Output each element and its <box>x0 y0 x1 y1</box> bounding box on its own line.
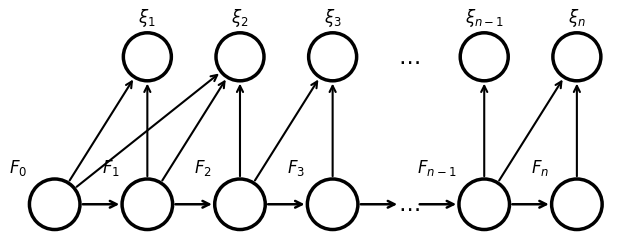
Text: $\xi_2$: $\xi_2$ <box>231 7 249 29</box>
Text: $F_n$: $F_n$ <box>531 157 549 177</box>
Ellipse shape <box>124 34 172 81</box>
Text: $\xi_1$: $\xi_1$ <box>138 7 156 29</box>
Ellipse shape <box>552 179 602 230</box>
Ellipse shape <box>215 179 265 230</box>
Ellipse shape <box>122 179 173 230</box>
Text: $\ldots$: $\ldots$ <box>397 48 419 68</box>
Text: $\xi_n$: $\xi_n$ <box>568 7 586 29</box>
Ellipse shape <box>308 34 356 81</box>
Text: $\xi_{n-1}$: $\xi_{n-1}$ <box>465 7 504 29</box>
Text: $F_1$: $F_1$ <box>102 157 120 177</box>
Ellipse shape <box>459 179 509 230</box>
Text: $\xi_3$: $\xi_3$ <box>324 7 342 29</box>
Text: $\ldots$: $\ldots$ <box>397 195 419 214</box>
Ellipse shape <box>216 34 264 81</box>
Text: $F_0$: $F_0$ <box>9 157 27 177</box>
Ellipse shape <box>29 179 80 230</box>
Ellipse shape <box>553 34 601 81</box>
Text: $F_{n-1}$: $F_{n-1}$ <box>417 157 456 177</box>
Text: $F_3$: $F_3$ <box>287 157 305 177</box>
Ellipse shape <box>307 179 358 230</box>
Ellipse shape <box>460 34 508 81</box>
Text: $F_2$: $F_2$ <box>195 157 212 177</box>
